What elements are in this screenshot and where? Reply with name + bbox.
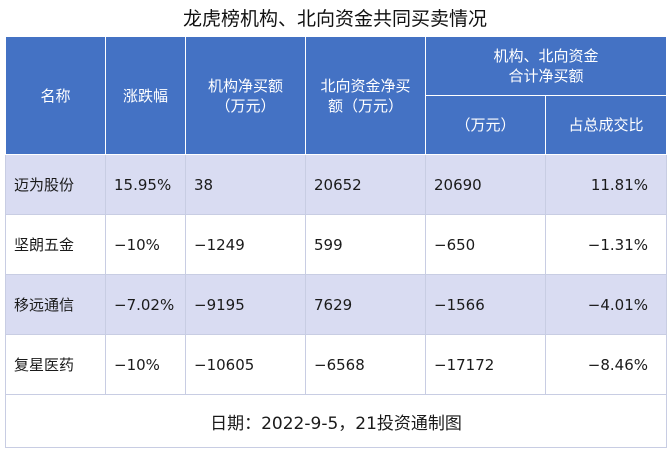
header-north: 北向资金净买 额（万元） [305,36,426,155]
cell-change: −10% [105,214,186,275]
header-inst-line2: （万元） [215,96,276,115]
table-title: 龙虎榜机构、北向资金共同买卖情况 [182,8,487,30]
header-north-line2: 额（万元） [327,96,403,115]
table-row: 迈为股份 15.95% 38 20652 20690 11.81% [5,154,668,215]
cell-name: 迈为股份 [5,154,106,215]
header-combined: 机构、北向资金 合计净买额 [424,36,668,96]
cell-ratio: −4.01% [544,274,668,335]
cell-name: 坚朗五金 [5,214,106,275]
cell-inst: −1249 [185,214,306,275]
table-row: 坚朗五金 −10% −1249 599 −650 −1.31% [5,214,668,275]
table-footer: 日期：2022-9-5，21投资通制图 [4,394,668,448]
cell-ratio: −1.31% [544,214,668,275]
cell-north: 599 [305,214,426,275]
data-table: 名称 涨跌幅 机构净买额 （万元） 北向资金净买 额（万元） 机构、北向资金 合… [4,36,668,448]
cell-ratio: −8.46% [544,334,668,395]
cell-north: 20652 [305,154,426,215]
header-north-line1: 北向资金净买 [320,76,411,95]
cell-change: −10% [105,334,186,395]
cell-inst: 38 [185,154,306,215]
cell-total: −650 [425,214,546,275]
header-combined-line2: 合计净买额 [508,67,584,85]
header-combined-unit: （万元） [425,95,546,155]
cell-north: −6568 [305,334,426,395]
table-row: 移远通信 −7.02% −9195 7629 −1566 −4.01% [5,274,668,335]
header-combined-ratio: 占总成交比 [544,95,668,155]
cell-change: 15.95% [105,154,186,215]
table-row: 复星医药 −10% −10605 −6568 −17172 −8.46% [5,334,668,395]
header-inst-line1: 机构净买额 [207,76,283,95]
cell-change: −7.02% [105,274,186,335]
header-change: 涨跌幅 [105,36,186,155]
header-inst: 机构净买额 （万元） [185,36,306,155]
cell-inst: −10605 [185,334,306,395]
header-combined-line1: 机构、北向资金 [493,47,599,65]
cell-ratio: 11.81% [544,154,668,215]
cell-name: 复星医药 [5,334,106,395]
cell-name: 移远通信 [5,274,106,335]
cell-total: −1566 [425,274,546,335]
cell-total: 20690 [425,154,546,215]
header-name: 名称 [5,36,106,155]
cell-inst: −9195 [185,274,306,335]
cell-north: 7629 [305,274,426,335]
cell-total: −17172 [425,334,546,395]
